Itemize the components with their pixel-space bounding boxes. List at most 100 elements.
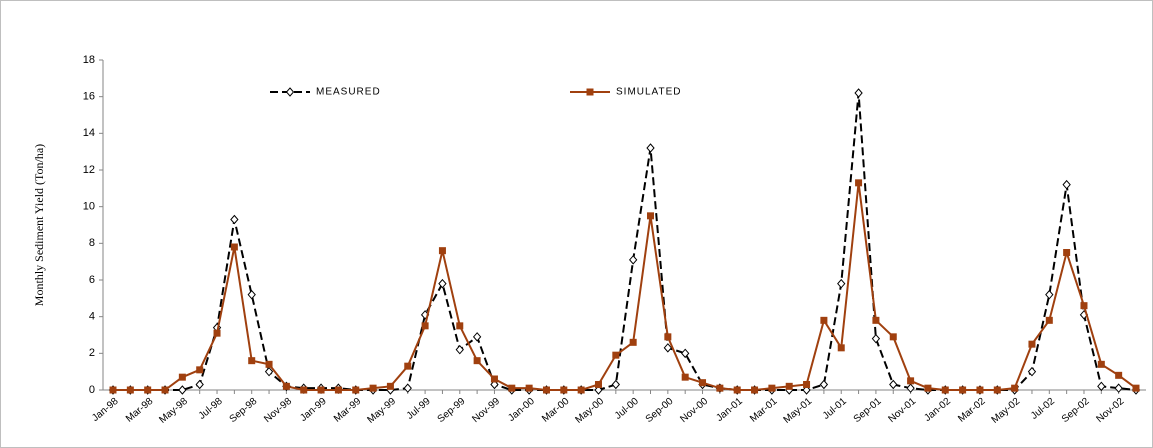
data-point [907, 377, 915, 385]
data-point [924, 384, 932, 392]
data-point [404, 362, 412, 370]
y-tick-label: 12 [83, 164, 95, 176]
data-point [403, 383, 412, 393]
data-point [490, 375, 498, 383]
data-point [854, 88, 863, 98]
data-point [195, 379, 204, 390]
data-point [837, 344, 845, 352]
data-point [768, 384, 776, 392]
data-point [586, 88, 594, 96]
data-point [785, 382, 793, 390]
data-point [1011, 384, 1019, 392]
data-point [438, 247, 446, 255]
data-point [872, 316, 880, 324]
data-point [629, 338, 637, 346]
data-point [369, 384, 377, 392]
data-point [109, 386, 117, 394]
data-point [230, 243, 238, 251]
data-point [456, 322, 464, 330]
y-tick-label: 16 [83, 91, 95, 103]
data-point [993, 386, 1001, 394]
data-point [438, 278, 447, 289]
data-point [594, 381, 602, 388]
data-point [248, 357, 256, 365]
data-point [1097, 381, 1106, 392]
data-point [1062, 179, 1071, 190]
data-point [386, 382, 394, 390]
y-tick-label: 0 [89, 384, 95, 396]
data-point [178, 385, 187, 395]
data-point [646, 143, 655, 153]
data-point [300, 386, 308, 394]
y-tick-label: 4 [89, 311, 95, 323]
data-point [1080, 302, 1088, 310]
data-point [178, 373, 186, 381]
data-point [664, 333, 672, 341]
data-point [525, 384, 533, 392]
data-point [733, 386, 741, 394]
data-point [820, 316, 828, 324]
data-point [1045, 289, 1054, 300]
data-point [542, 386, 550, 394]
data-point [1097, 360, 1105, 368]
data-point [1132, 384, 1140, 392]
data-point [472, 332, 482, 342]
data-point [455, 344, 464, 355]
data-point [889, 333, 897, 341]
legend-label: SIMULATED [616, 87, 682, 98]
data-point [1045, 316, 1053, 324]
legend-label: MEASURED [316, 87, 381, 98]
y-tick-label: 18 [83, 54, 95, 66]
data-point [421, 322, 429, 330]
data-point [508, 384, 516, 392]
data-point [317, 386, 325, 394]
data-point [803, 381, 811, 388]
data-point [871, 333, 881, 344]
y-tick-label: 2 [89, 347, 95, 359]
data-point [1063, 249, 1071, 256]
data-point [1115, 371, 1123, 379]
data-point [663, 343, 673, 353]
data-point [612, 351, 620, 359]
data-point [959, 386, 967, 394]
data-point [282, 382, 290, 390]
data-point [976, 386, 984, 394]
data-point [161, 386, 169, 394]
data-point [699, 379, 707, 387]
data-point [681, 348, 690, 359]
data-point [751, 386, 759, 394]
data-point [577, 386, 585, 394]
data-point [264, 366, 274, 377]
data-point [819, 379, 829, 390]
data-point [889, 379, 898, 390]
data-point [681, 373, 689, 381]
data-point [1027, 366, 1037, 377]
data-point [285, 87, 295, 97]
data-point [144, 386, 152, 394]
data-point [906, 383, 915, 393]
data-point [647, 212, 655, 220]
y-tick-label: 6 [89, 274, 95, 286]
data-point [196, 366, 204, 374]
data-point [560, 386, 568, 394]
data-point [230, 214, 239, 225]
data-point [716, 384, 724, 392]
data-point [265, 360, 273, 368]
y-axis-label: Monthly Sediment Yield (Ton/ha) [32, 144, 46, 306]
data-point [247, 289, 256, 300]
data-point [473, 357, 481, 365]
data-point [334, 386, 342, 394]
data-point [611, 379, 620, 390]
data-point [1114, 383, 1123, 393]
y-tick-label: 14 [83, 127, 95, 139]
data-point [213, 329, 221, 337]
data-point [629, 255, 638, 265]
data-point [126, 386, 134, 394]
data-point [837, 278, 846, 289]
data-point [352, 386, 360, 394]
data-point [855, 179, 863, 187]
data-point [941, 386, 949, 394]
